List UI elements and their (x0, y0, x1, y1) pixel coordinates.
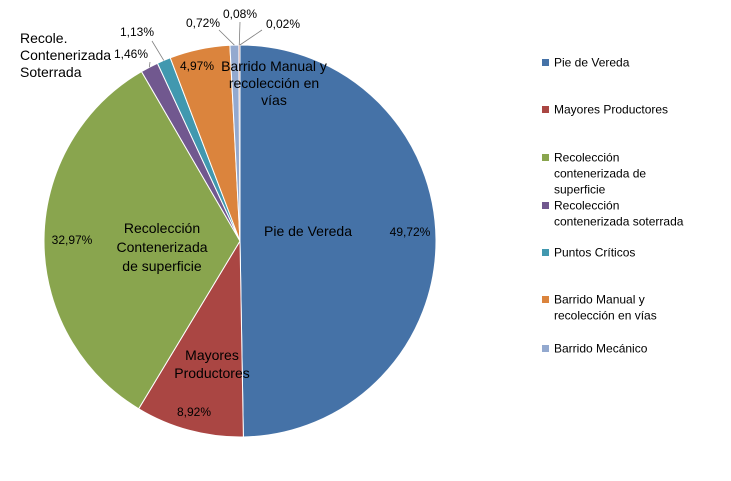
value-label-puntos-criticos: 1,13% (120, 25, 154, 39)
data-labels: 49,72% Pie de Vereda 8,92% Mayores Productor… (20, 7, 431, 419)
legend-item-recoleccion-contenerizada-de-superficie: Recolección contenerizada de superficie (542, 151, 646, 197)
slice-recoleccion-contenerizada-de-superficie (43, 70, 241, 410)
slice-mayores-productores (137, 239, 244, 438)
value-label-recoleccion-contenerizada-soterrada: 1,46% (114, 47, 148, 61)
leader-line-7 (238, 21, 241, 46)
leader-line-4 (151, 40, 165, 61)
legend-item-recoleccion-contenerizada-soterrada: Recolección contenerizada soterrada (542, 199, 684, 229)
legend-swatch (542, 106, 549, 113)
legend-item-barrido-manual-y-recoleccion-en-vias: Barrido Manual y recolección en vías (542, 293, 657, 323)
value-label-barrido-mecanico: 0,72% (186, 16, 220, 30)
legend-swatch (542, 296, 549, 303)
legend: Pie de Vereda Mayores Productores Recolecc… (542, 56, 684, 356)
legend-label: Pie de Vereda (554, 56, 630, 70)
legend-label: Puntos Críticos (554, 246, 635, 260)
leader-line-3 (148, 61, 151, 68)
legend-swatch (542, 154, 549, 161)
value-label-pie-de-vereda: 49,72% (390, 225, 431, 239)
value-label-mayores-productores: 8,92% (177, 405, 211, 419)
legend-label: Barrido Mecánico (554, 342, 648, 356)
legend-swatch (542, 202, 549, 209)
category-label-recoleccion-contenerizada-de-superficie: Recolección Contenerizada de superficie (116, 220, 207, 274)
legend-label: Recolección contenerizada de superficie (554, 151, 646, 197)
legend-swatch (542, 345, 549, 352)
category-label-mayores-productores: Mayores Productores (174, 347, 249, 381)
category-label-barrido-manual-y-recoleccion-en-vias: Barrido Manual y recolección en vías (221, 58, 327, 108)
category-label-recoleccion-contenerizada-soterrada: Recole. Contenerizada Soterrada (20, 30, 111, 80)
legend-item-puntos-criticos: Puntos Críticos (542, 246, 635, 260)
legend-label: Barrido Manual y recolección en vías (554, 293, 657, 323)
category-label-pie-de-vereda: Pie de Vereda (264, 223, 352, 239)
value-label-recoleccion-contenerizada-de-superficie: 32,97% (52, 233, 93, 247)
legend-item-mayores-productores: Mayores Productores (542, 103, 668, 117)
value-label-barrido-manual-y-recoleccion-en-vias: 4,97% (180, 59, 214, 73)
legend-item-pie-de-vereda: Pie de Vereda (542, 56, 630, 70)
legend-swatch (542, 59, 549, 66)
leader-lines (148, 21, 263, 68)
legend-label: Mayores Productores (554, 103, 668, 117)
legend-swatch (542, 249, 549, 256)
pie-slices (43, 44, 437, 438)
leader-line-6 (218, 29, 235, 46)
leader-line-8 (239, 29, 263, 46)
legend-label: Recolección contenerizada soterrada (554, 199, 684, 229)
value-label-slice-8: 0,02% (266, 17, 300, 31)
legend-item-barrido-mecanico: Barrido Mecánico (542, 342, 648, 356)
slice-pie-de-vereda (239, 44, 437, 438)
value-label-slice-7: 0,08% (223, 7, 257, 21)
